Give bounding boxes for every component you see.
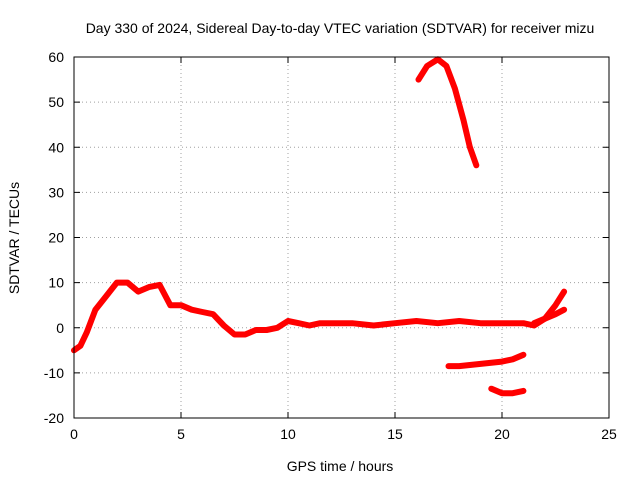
- y-tick-label: 0: [56, 320, 64, 336]
- y-axis-label: SDTVAR / TECUs: [6, 182, 22, 294]
- x-tick-label: 15: [387, 426, 403, 442]
- x-tick-label: 25: [601, 426, 617, 442]
- y-tick-label: 60: [48, 49, 64, 65]
- y-tick-label: -20: [44, 410, 64, 426]
- y-tick-label: -10: [44, 365, 64, 381]
- x-tick-label: 5: [177, 426, 185, 442]
- series-spike: [415, 56, 480, 169]
- y-tick-label: 50: [48, 94, 64, 110]
- series-end-branch: [531, 306, 568, 327]
- y-tick-label: 10: [48, 275, 64, 291]
- y-tick-label: 40: [48, 139, 64, 155]
- series-main: [71, 279, 568, 354]
- x-axis-label: GPS time / hours: [287, 458, 394, 474]
- series-layer: [71, 56, 568, 397]
- chart-title: Day 330 of 2024, Sidereal Day-to-day VTE…: [86, 20, 595, 36]
- x-tick-label: 0: [70, 426, 78, 442]
- axis-ticks: 0 5 10 15 20 25 -20 -10 0 10 20 30 40 50 60: [44, 49, 617, 442]
- series-offset-15: [488, 385, 527, 397]
- grid: [74, 57, 609, 418]
- y-tick-label: 20: [48, 230, 64, 246]
- x-tick-label: 10: [280, 426, 296, 442]
- y-tick-label: 30: [48, 184, 64, 200]
- x-tick-label: 20: [494, 426, 510, 442]
- series-offset-10: [445, 351, 527, 370]
